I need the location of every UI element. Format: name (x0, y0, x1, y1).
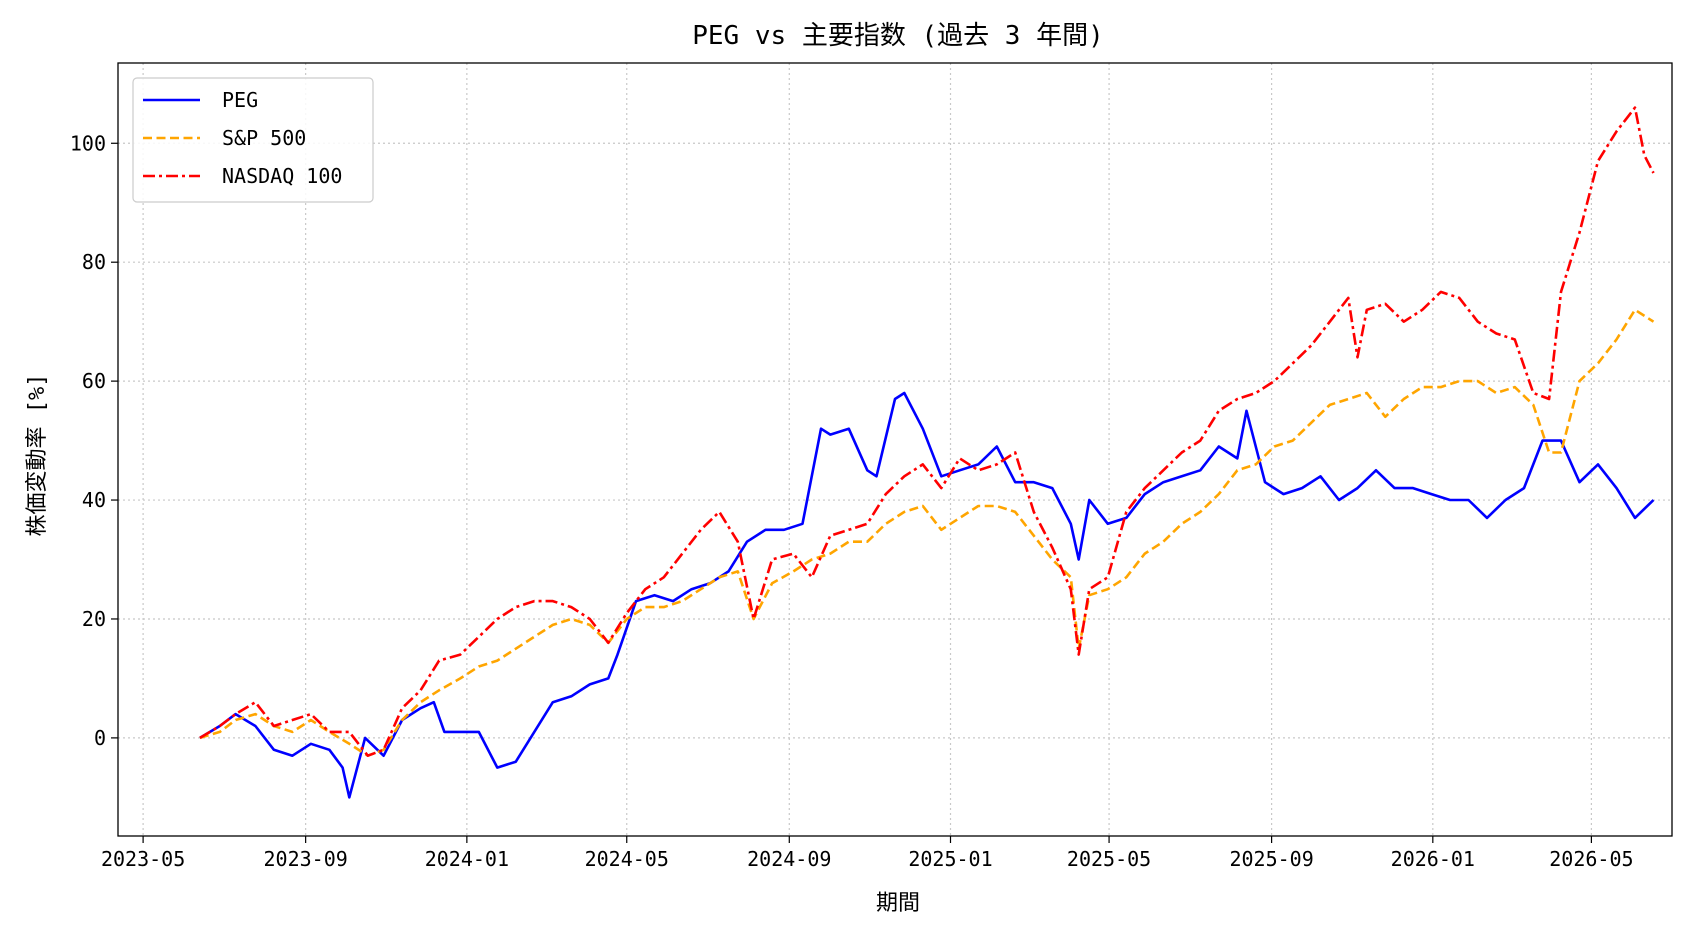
x-tick-label: 2026-05 (1549, 847, 1633, 871)
axis-ticks: 2023-05 2023-09 2024-01 2024-05 2024-09 2025-… (70, 131, 1634, 871)
legend-entry-2: NASDAQ 100 (222, 164, 342, 188)
legend-entry-0: PEG (222, 88, 258, 112)
y-tick-label: 20 (82, 607, 106, 631)
legend: PEG S&P 500 NASDAQ 100 (132, 77, 374, 203)
chart-title: PEG vs 主要指数 (過去 3 年間) (692, 21, 1104, 51)
y-tick-label: 80 (82, 250, 106, 274)
grid (118, 63, 1672, 836)
x-axis-label: 期間 (876, 891, 920, 916)
x-tick-label: 2024-09 (747, 847, 831, 871)
series-line-2 (199, 106, 1655, 758)
legend-entry-1: S&P 500 (222, 126, 306, 150)
plot-frame (117, 62, 1673, 837)
x-tick-label: 2025-05 (1067, 847, 1151, 871)
y-tick-label: 100 (70, 131, 106, 155)
x-tick-label: 2024-01 (425, 847, 509, 871)
x-tick-label: 2025-09 (1229, 847, 1313, 871)
series-line-0 (199, 391, 1655, 799)
y-tick-label: 0 (94, 726, 106, 750)
x-tick-label: 2026-01 (1391, 847, 1475, 871)
x-tick-label: 2025-01 (908, 847, 992, 871)
series-line-1 (199, 308, 1655, 758)
series-lines (199, 106, 1655, 799)
x-tick-label: 2024-05 (585, 847, 669, 871)
y-tick-label: 40 (82, 488, 106, 512)
x-tick-label: 2023-05 (101, 847, 185, 871)
y-tick-label: 60 (82, 369, 106, 393)
legend-box (132, 77, 374, 203)
x-tick-label: 2023-09 (263, 847, 347, 871)
y-axis-label: 株価変動率 [%] (25, 374, 50, 537)
